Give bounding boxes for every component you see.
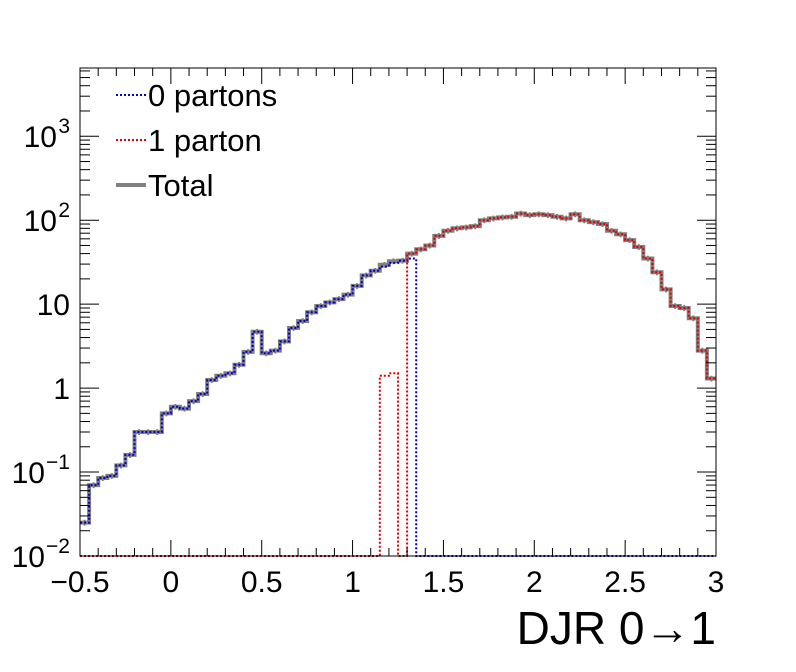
x-tick-label: 3	[708, 566, 725, 599]
x-axis-title: DJR 0→1	[517, 602, 716, 654]
y-tick-label: −110	[12, 451, 70, 490]
legend-entry-one: 1 parton	[116, 123, 262, 158]
svg-text:10: 10	[12, 541, 45, 574]
x-tick-label: 2.5	[604, 566, 646, 599]
svg-text:2: 2	[58, 199, 70, 222]
svg-text:10: 10	[24, 121, 57, 154]
x-tick-label: −0.5	[50, 566, 109, 599]
x-tick-label: 1.5	[423, 566, 465, 599]
x-tick-label: 0.5	[241, 566, 283, 599]
svg-text:10: 10	[12, 457, 45, 490]
x-tick-label: 2	[526, 566, 543, 599]
y-tick-label: 10	[37, 289, 70, 322]
x-axis-tick-labels: −0.5 0 0.5 1 1.5 2 2.5 3	[50, 566, 724, 599]
svg-text:−1: −1	[46, 451, 70, 474]
legend-entry-zero: 0 partons	[116, 78, 277, 113]
legend-label: 0 partons	[148, 78, 277, 113]
x-tick-label: 1	[344, 566, 361, 599]
svg-text:−2: −2	[46, 535, 70, 558]
legend-label: 1 parton	[148, 123, 262, 158]
y-tick-label: −210	[12, 535, 70, 574]
svg-text:3: 3	[58, 115, 70, 138]
y-tick-label: 210	[24, 199, 70, 238]
x-tick-label: 0	[163, 566, 180, 599]
y-tick-label: 310	[24, 115, 70, 154]
legend: 0 partons 1 parton Total	[116, 78, 277, 203]
legend-entry-total: Total	[116, 168, 213, 203]
svg-text:10: 10	[24, 205, 57, 238]
y-axis-ticks	[80, 70, 716, 557]
legend-label: Total	[148, 168, 213, 203]
y-tick-label: 1	[53, 373, 70, 406]
x-axis-ticks	[79, 68, 717, 556]
